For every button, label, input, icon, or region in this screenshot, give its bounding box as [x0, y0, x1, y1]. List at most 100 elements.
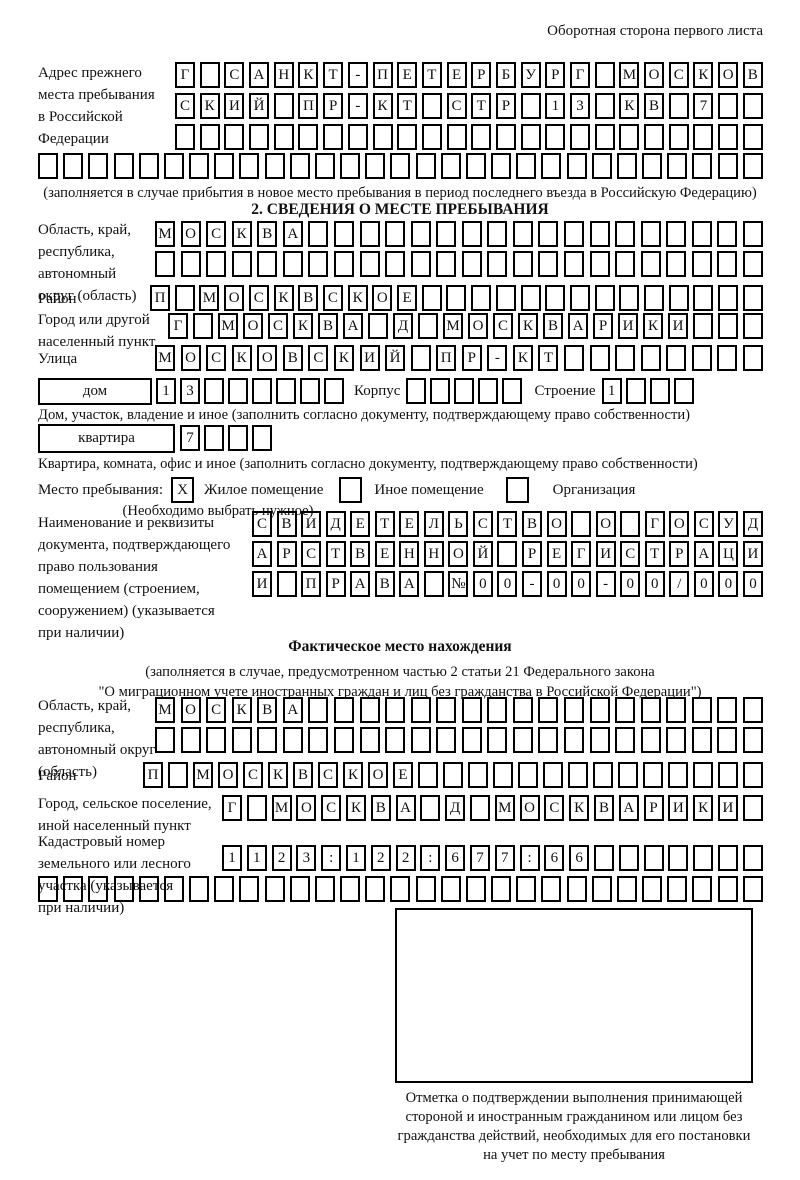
char-cell[interactable]	[717, 697, 738, 723]
char-cell[interactable]	[214, 153, 235, 179]
char-cell[interactable]: И	[252, 571, 272, 597]
char-cell[interactable]	[385, 697, 406, 723]
char-cell[interactable]	[239, 876, 260, 902]
char-cell[interactable]	[593, 845, 614, 871]
char-cell[interactable]	[264, 876, 285, 902]
char-cell[interactable]: М	[619, 62, 640, 88]
char-cell[interactable]: О	[546, 511, 567, 537]
char-cell[interactable]: К	[345, 795, 366, 821]
char-cell[interactable]	[257, 251, 278, 277]
char-cell[interactable]: Р	[471, 62, 492, 88]
char-cell[interactable]	[406, 378, 427, 404]
char-cell[interactable]: В	[350, 541, 371, 567]
char-cell[interactable]: И	[668, 795, 689, 821]
char-cell[interactable]	[742, 124, 763, 150]
char-cell[interactable]	[615, 251, 636, 277]
char-cell[interactable]	[742, 93, 763, 119]
char-cell[interactable]: Г	[644, 511, 665, 537]
char-cell[interactable]	[520, 93, 541, 119]
char-cell[interactable]: С	[206, 697, 227, 723]
char-cell[interactable]	[63, 876, 84, 902]
char-cell[interactable]: А	[568, 313, 588, 339]
char-cell[interactable]	[276, 378, 296, 404]
char-cell[interactable]: В	[374, 571, 395, 597]
char-cell[interactable]: О	[718, 62, 739, 88]
region3-row-2[interactable]	[155, 727, 763, 754]
char-cell[interactable]	[691, 251, 712, 277]
char-cell[interactable]	[347, 124, 368, 150]
char-cell[interactable]	[589, 727, 610, 753]
char-cell[interactable]	[323, 124, 344, 150]
char-cell[interactable]	[743, 762, 763, 788]
char-cell[interactable]	[668, 845, 689, 871]
char-cell[interactable]	[440, 153, 461, 179]
char-cell[interactable]: К	[273, 285, 294, 311]
char-cell[interactable]	[495, 124, 516, 150]
char-cell[interactable]	[668, 93, 689, 119]
char-cell[interactable]: О	[644, 62, 665, 88]
char-cell[interactable]	[516, 876, 537, 902]
char-cell[interactable]	[228, 378, 248, 404]
char-cell[interactable]: К	[518, 313, 538, 339]
char-cell[interactable]	[644, 285, 665, 311]
char-cell[interactable]	[668, 285, 689, 311]
char-cell[interactable]	[314, 153, 335, 179]
char-cell[interactable]: Д	[393, 313, 413, 339]
char-cell[interactable]	[591, 876, 612, 902]
char-cell[interactable]	[487, 727, 508, 753]
char-cell[interactable]: В	[298, 285, 319, 311]
char-cell[interactable]	[667, 876, 688, 902]
char-cell[interactable]	[155, 727, 175, 753]
char-cell[interactable]: М	[494, 795, 515, 821]
char-cell[interactable]	[644, 124, 665, 150]
char-cell[interactable]	[564, 697, 584, 723]
char-cell[interactable]	[465, 153, 486, 179]
char-cell[interactable]	[189, 876, 210, 902]
char-cell[interactable]	[640, 345, 661, 371]
char-cell[interactable]: Д	[325, 511, 346, 537]
char-cell[interactable]: 7	[180, 425, 200, 451]
char-cell[interactable]: С	[544, 795, 565, 821]
char-cell[interactable]	[138, 876, 159, 902]
char-cell[interactable]: 2	[370, 845, 391, 871]
char-cell[interactable]	[282, 251, 303, 277]
char-cell[interactable]	[390, 153, 411, 179]
char-cell[interactable]: О	[224, 285, 245, 311]
char-cell[interactable]: Т	[374, 511, 395, 537]
char-cell[interactable]: О	[669, 511, 690, 537]
char-cell[interactable]	[461, 221, 482, 247]
char-cell[interactable]	[214, 876, 235, 902]
char-cell[interactable]	[487, 697, 508, 723]
char-cell[interactable]: А	[282, 221, 303, 247]
char-cell[interactable]: М	[155, 345, 175, 371]
char-cell[interactable]: С	[620, 541, 641, 567]
char-cell[interactable]: И	[359, 345, 380, 371]
char-cell[interactable]: К	[298, 62, 319, 88]
char-cell[interactable]	[333, 727, 354, 753]
char-cell[interactable]: Е	[397, 285, 418, 311]
char-cell[interactable]	[365, 876, 386, 902]
char-cell[interactable]	[693, 124, 714, 150]
char-cell[interactable]	[410, 697, 431, 723]
char-cell[interactable]	[541, 876, 562, 902]
char-cell[interactable]	[204, 425, 224, 451]
char-cell[interactable]: К	[199, 93, 220, 119]
char-cell[interactable]: О	[372, 285, 393, 311]
char-cell[interactable]	[163, 153, 184, 179]
char-cell[interactable]	[618, 762, 638, 788]
char-cell[interactable]: И	[595, 541, 616, 567]
char-cell[interactable]: О	[180, 697, 201, 723]
char-cell[interactable]	[454, 378, 475, 404]
char-cell[interactable]: К	[343, 762, 363, 788]
char-cell[interactable]: Р	[495, 93, 516, 119]
char-cell[interactable]	[642, 153, 663, 179]
char-cell[interactable]	[63, 153, 84, 179]
char-cell[interactable]	[543, 762, 563, 788]
